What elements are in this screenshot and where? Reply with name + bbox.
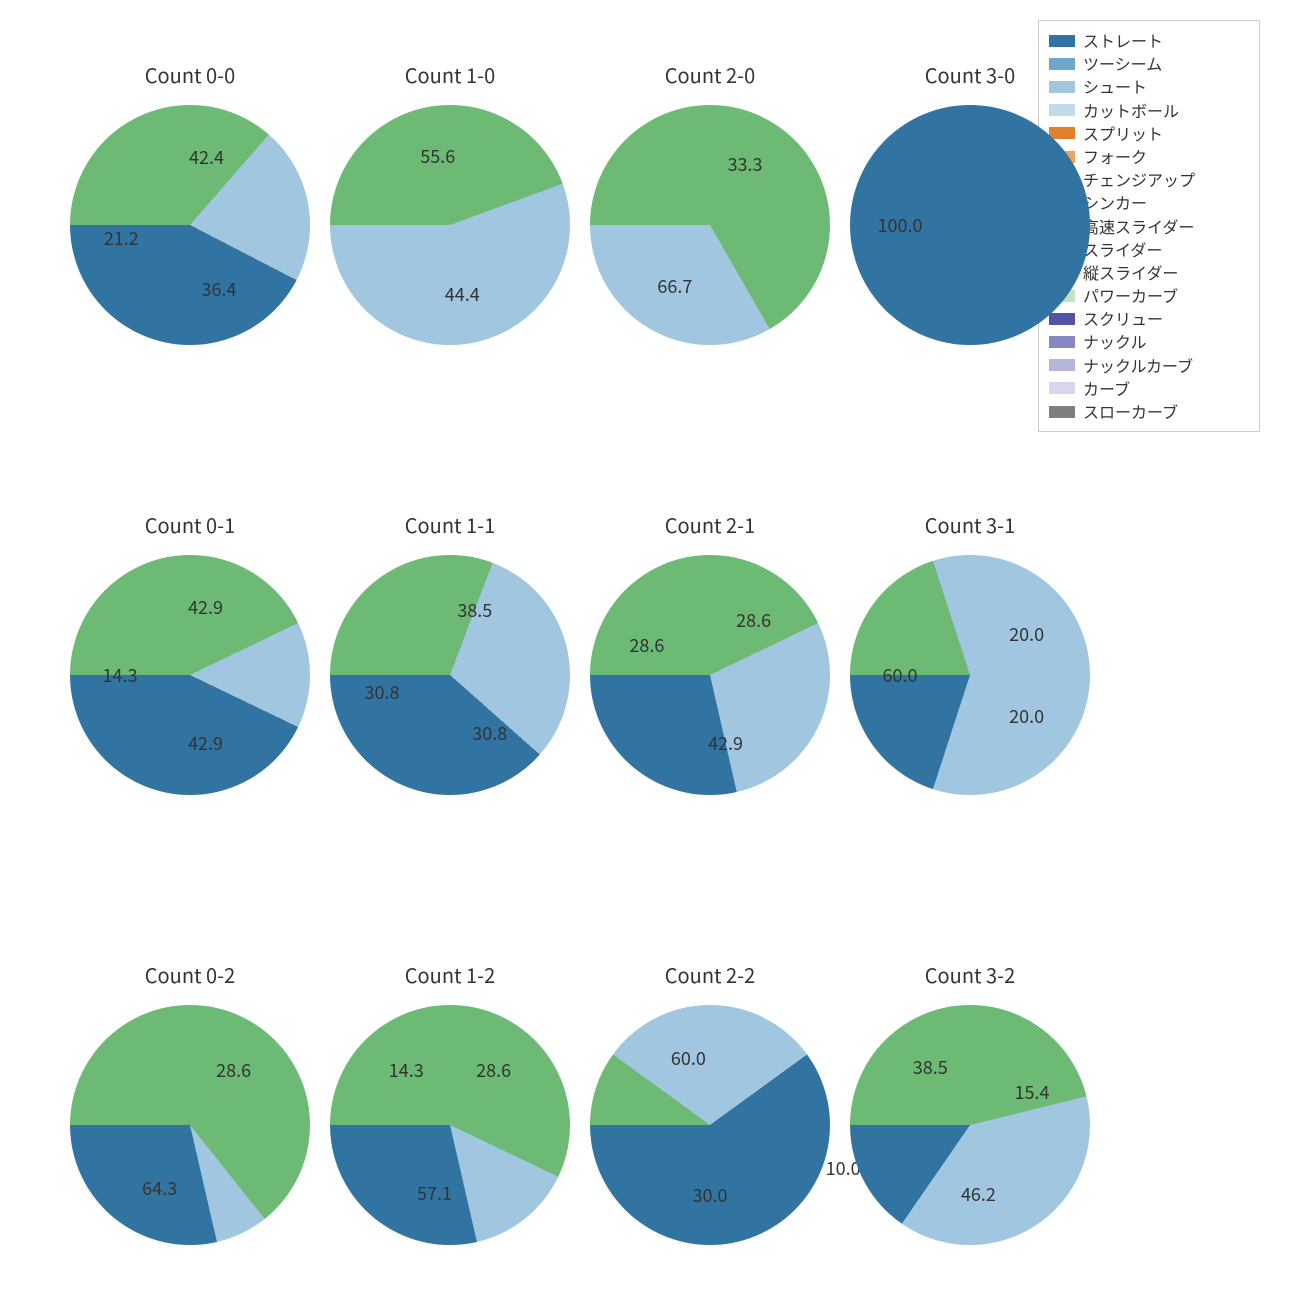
pie-value-label: 60.0 [671, 1045, 706, 1071]
pie-value-label: 42.4 [189, 144, 224, 170]
pie-cell: Count 3-0 100.0 [840, 60, 1100, 360]
legend-label: ストレート [1083, 29, 1163, 52]
pie-value-label: 36.4 [202, 276, 237, 302]
pie-cell: Count 3-1 20.0 60.0 20.0 [840, 510, 1100, 810]
pie-cell: Count 0-1 42.9 14.3 42.9 [60, 510, 320, 810]
pie-value-label: 30.0 [693, 1182, 728, 1208]
pie-value-label: 42.9 [708, 730, 743, 756]
pie-value-label: 28.6 [736, 607, 771, 633]
pie-value-label: 55.6 [420, 143, 455, 169]
pie-title: Count 3-2 [840, 960, 1100, 989]
pie-value-label: 64.3 [142, 1175, 177, 1201]
pie-title: Count 1-0 [320, 60, 580, 89]
pie [590, 1005, 830, 1245]
pie-wrap: 42.9 14.3 42.9 [70, 555, 310, 795]
pie-value-label: 60.0 [883, 662, 918, 688]
legend-item: ストレート [1049, 29, 1249, 52]
legend-swatch [1049, 359, 1075, 371]
pie-cell: Count 0-0 42.4 21.2 36.4 [60, 60, 320, 360]
pie-title: Count 0-0 [60, 60, 320, 89]
pie-value-label: 44.4 [445, 281, 480, 307]
pie-value-label: 20.0 [1009, 621, 1044, 647]
pie-cell: Count 1-2 28.6 14.3 57.1 [320, 960, 580, 1260]
pie-value-label: 42.9 [188, 730, 223, 756]
pie-value-label: 30.8 [472, 720, 507, 746]
pie-value-label: 57.1 [417, 1180, 452, 1206]
pie-cell: Count 0-2 28.6 64.3 [60, 960, 320, 1260]
pie-wrap: 33.3 66.7 [590, 105, 830, 345]
pie-wrap: 55.6 44.4 [330, 105, 570, 345]
pie-wrap: 28.6 64.3 [70, 1005, 310, 1245]
pie-cell: Count 1-0 55.6 44.4 [320, 60, 580, 360]
pie-cell: Count 2-1 28.6 28.6 42.9 [580, 510, 840, 810]
pie-value-label: 20.0 [1009, 703, 1044, 729]
pie-wrap: 15.4 38.5 46.2 [850, 1005, 1090, 1245]
pie-title: Count 2-0 [580, 60, 840, 89]
pie-wrap: 28.6 28.6 42.9 [590, 555, 830, 795]
pie-title: Count 2-1 [580, 510, 840, 539]
pie-cell: Count 1-1 38.5 30.8 30.8 [320, 510, 580, 810]
pie [330, 1005, 570, 1245]
pie-cell: Count 2-260.030.010.0 [580, 960, 840, 1260]
pie-wrap: 100.0 [850, 105, 1090, 345]
pie-value-label: 14.3 [389, 1057, 424, 1083]
pie-cell: Count 3-2 15.4 38.5 46.2 [840, 960, 1100, 1260]
pie-title: Count 3-0 [840, 60, 1100, 89]
pie-value-label: 30.8 [365, 679, 400, 705]
pie-value-label: 100.0 [878, 212, 923, 238]
pie-title: Count 2-2 [580, 960, 840, 989]
legend-label: カーブ [1083, 377, 1130, 400]
legend-item: カーブ [1049, 377, 1249, 400]
pie-title: Count 0-1 [60, 510, 320, 539]
pie-value-label: 66.7 [657, 273, 692, 299]
pie-value-label: 38.5 [457, 597, 492, 623]
pie-value-label: 28.6 [629, 632, 664, 658]
pie [590, 105, 830, 345]
legend-swatch [1049, 35, 1075, 47]
pie-wrap: 20.0 60.0 20.0 [850, 555, 1090, 795]
pie-wrap: 60.030.010.0 [590, 1005, 830, 1245]
pie-value-label: 15.4 [1014, 1079, 1049, 1105]
pie-value-label: 42.9 [188, 594, 223, 620]
chart-grid: ストレートツーシームシュートカットボールスプリットフォークチェンジアップシンカー… [0, 0, 1300, 1300]
pie-value-label: 28.6 [216, 1057, 251, 1083]
legend-swatch [1049, 406, 1075, 418]
pie-title: Count 3-1 [840, 510, 1100, 539]
pie-value-label: 33.3 [728, 151, 763, 177]
pie-title: Count 1-1 [320, 510, 580, 539]
pie [850, 1005, 1090, 1245]
pie-wrap: 38.5 30.8 30.8 [330, 555, 570, 795]
pie [70, 1005, 310, 1245]
legend-label: スローカーブ [1083, 400, 1178, 423]
pie-title: Count 0-2 [60, 960, 320, 989]
pie-value-label: 14.3 [103, 662, 138, 688]
pie [330, 105, 570, 345]
pie-value-label: 28.6 [476, 1057, 511, 1083]
pie-wrap: 42.4 21.2 36.4 [70, 105, 310, 345]
pie [590, 555, 830, 795]
pie-title: Count 1-2 [320, 960, 580, 989]
legend-swatch [1049, 382, 1075, 394]
pie-wrap: 28.6 14.3 57.1 [330, 1005, 570, 1245]
legend-item: スローカーブ [1049, 400, 1249, 423]
pie-value-label: 21.2 [104, 225, 139, 251]
pie-cell: Count 2-0 33.3 66.7 [580, 60, 840, 360]
pie [330, 555, 570, 795]
pie-value-label: 46.2 [961, 1181, 996, 1207]
pie-value-label: 38.5 [913, 1054, 948, 1080]
